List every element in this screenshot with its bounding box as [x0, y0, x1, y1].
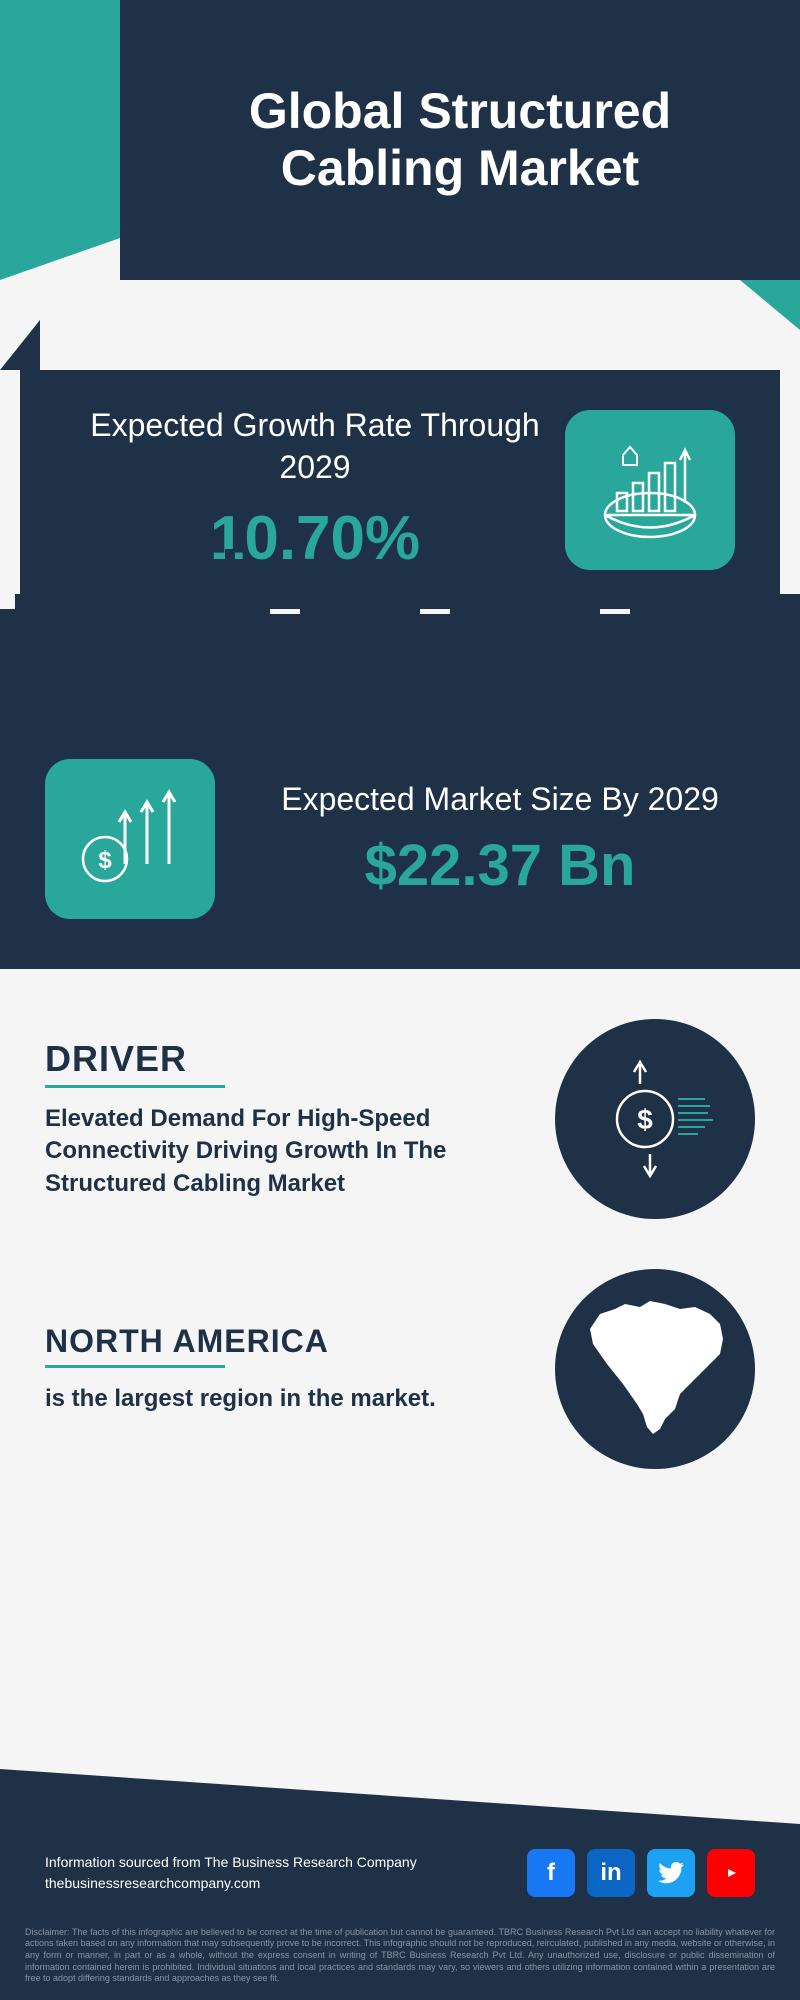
region-description: is the largest region in the market.	[45, 1383, 525, 1415]
dollar-transfer-icon: $	[590, 1054, 720, 1184]
svg-text:$: $	[98, 847, 112, 874]
driver-description: Elevated Demand For High-Speed Connectiv…	[45, 1103, 525, 1200]
driver-section: DRIVER Elevated Demand For High-Speed Co…	[45, 1019, 755, 1219]
market-size-section: $ Expected Market Size By 2029 $22.37 Bn	[0, 729, 800, 969]
city-skyline-decoration	[0, 639, 800, 729]
driver-circle-icon: $	[555, 1019, 755, 1219]
dollar-arrows-icon: $	[65, 784, 195, 894]
driver-heading: DRIVER	[45, 1038, 525, 1088]
svg-text:$: $	[637, 1104, 653, 1135]
region-text-block: NORTH AMERICA is the largest region in t…	[45, 1323, 525, 1415]
infographic-container: Global Structured Cabling Market Expecte…	[0, 0, 800, 2000]
footer-section: Information sourced from The Business Re…	[0, 1824, 800, 2000]
market-label: Expected Market Size By 2029	[245, 779, 755, 821]
facebook-icon[interactable]: f	[527, 1849, 575, 1897]
page-title: Global Structured Cabling Market	[160, 83, 760, 198]
youtube-icon[interactable]	[707, 1849, 755, 1897]
market-text-block: Expected Market Size By 2029 $22.37 Bn	[245, 779, 755, 900]
growth-label: Expected Growth Rate Through 2029	[65, 405, 565, 488]
market-growth-icon: $	[45, 759, 215, 919]
header-title-box: Global Structured Cabling Market	[120, 0, 800, 280]
source-url: thebusinessresearchcompany.com	[45, 1873, 417, 1894]
twitter-icon[interactable]	[647, 1849, 695, 1897]
social-icons-row: f in	[527, 1849, 755, 1897]
source-line-1: Information sourced from The Business Re…	[45, 1854, 417, 1870]
region-circle-icon	[555, 1269, 755, 1469]
driver-text-block: DRIVER Elevated Demand For High-Speed Co…	[45, 1038, 525, 1200]
footer-top-row: Information sourced from The Business Re…	[0, 1824, 800, 1917]
north-america-map-icon	[565, 1279, 745, 1459]
linkedin-icon[interactable]: in	[587, 1849, 635, 1897]
globe-bars-icon	[585, 435, 715, 545]
header-corner-accent	[740, 280, 800, 330]
skyline-silhouette-icon	[0, 539, 800, 639]
footer-triangle-accent	[0, 1769, 800, 1824]
disclaimer-text: Disclaimer: The facts of this infographi…	[0, 1917, 800, 2000]
region-heading: NORTH AMERICA	[45, 1323, 525, 1368]
header-section: Global Structured Cabling Market	[0, 0, 800, 310]
footer-source-text: Information sourced from The Business Re…	[45, 1852, 417, 1894]
market-value: $22.37 Bn	[245, 832, 755, 899]
region-section: NORTH AMERICA is the largest region in t…	[45, 1269, 755, 1469]
